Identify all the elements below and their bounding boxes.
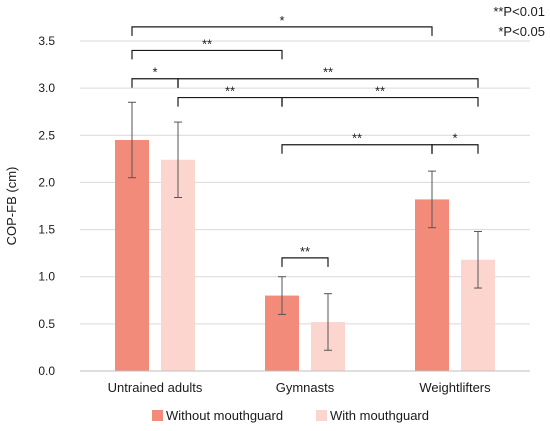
legend-label-with-mouthguard: With mouthguard bbox=[330, 408, 429, 423]
significance-bracket bbox=[131, 26, 433, 36]
legend-swatch-with-mouthguard bbox=[316, 410, 327, 421]
significance-bracket bbox=[281, 96, 479, 107]
significance-bracket bbox=[131, 78, 179, 88]
significance-label: * bbox=[152, 65, 157, 80]
x-category-label: Untrained adults bbox=[108, 380, 203, 395]
significance-bracket bbox=[177, 96, 283, 107]
significance-label: ** bbox=[202, 36, 212, 51]
y-tick-label: 2.5 bbox=[38, 128, 55, 142]
x-category-label: Gymnasts bbox=[276, 380, 335, 395]
significance-label: * bbox=[279, 13, 284, 28]
significance-brackets: **** **** **** *** bbox=[131, 13, 479, 267]
y-tick-label: 1.0 bbox=[38, 270, 55, 284]
error-bars bbox=[128, 101, 482, 351]
significance-bracket bbox=[281, 144, 433, 154]
y-tick-label: 2.0 bbox=[38, 175, 55, 189]
x-category-label: Weightlifters bbox=[419, 380, 491, 395]
x-axis-categories: Untrained adults Gymnasts Weightlifters bbox=[108, 380, 491, 395]
gridlines bbox=[80, 40, 530, 325]
y-axis-ticks: 0.0 0.5 1.0 1.5 2.0 2.5 3.0 3.5 bbox=[38, 34, 55, 378]
annotation-p005: *P<0.05 bbox=[498, 24, 545, 39]
y-axis-label: COP-FB (cm) bbox=[4, 167, 19, 246]
annotation-p001: **P<0.01 bbox=[493, 4, 545, 19]
bar bbox=[115, 140, 149, 371]
y-tick-label: 3.5 bbox=[38, 34, 55, 48]
significance-label: ** bbox=[323, 65, 333, 80]
significance-bracket bbox=[131, 49, 283, 60]
significance-label: ** bbox=[225, 84, 235, 99]
legend-label-without-mouthguard: Without mouthguard bbox=[166, 408, 283, 423]
y-tick-label: 0.0 bbox=[38, 364, 55, 378]
significance-label: ** bbox=[375, 84, 385, 99]
significance-label: ** bbox=[300, 244, 310, 259]
significance-label: * bbox=[452, 131, 457, 146]
significance-label: ** bbox=[352, 131, 362, 146]
significance-bracket bbox=[177, 78, 479, 88]
y-tick-label: 1.5 bbox=[38, 223, 55, 237]
significance-bracket bbox=[281, 257, 329, 267]
y-tick-label: 0.5 bbox=[38, 317, 55, 331]
significance-bracket bbox=[431, 144, 479, 154]
legend-swatch-without-mouthguard bbox=[152, 410, 163, 421]
y-tick-label: 3.0 bbox=[38, 81, 55, 95]
legend: Without mouthguard With mouthguard bbox=[152, 408, 429, 423]
